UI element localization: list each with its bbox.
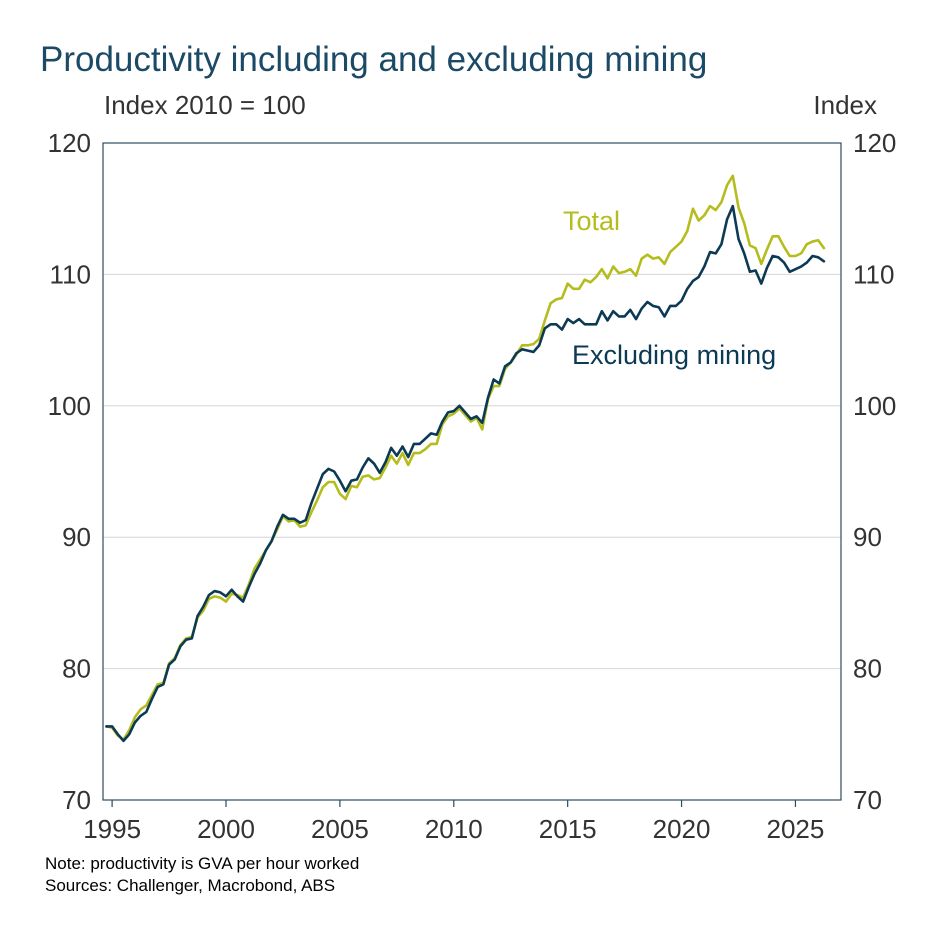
series-annotations: Total Excluding mining	[563, 206, 776, 370]
x-axis: 1995 2000 2005 2010 2015 2020 2025	[83, 800, 824, 844]
series-line-total	[106, 176, 824, 740]
chart-sources: Sources: Challenger, Macrobond, ABS	[45, 876, 335, 896]
x-tick-label: 1995	[83, 814, 141, 844]
plot-frame	[103, 143, 841, 800]
x-tick-label: 2010	[425, 814, 483, 844]
x-tick-label: 2025	[767, 814, 825, 844]
y-tick-labels-left: 70 80 90 100 110 120	[48, 128, 91, 815]
series-label-excluding-mining: Excluding mining	[572, 340, 776, 370]
y-tick-label-right: 80	[853, 654, 882, 684]
y-tick-label-left: 100	[48, 391, 91, 421]
y-tick-label-left: 120	[48, 128, 91, 158]
y-tick-label-left: 70	[62, 785, 91, 815]
x-tick-label: 2020	[653, 814, 711, 844]
y-tick-labels-right: 70 80 90 100 110 120	[853, 128, 896, 815]
y-tick-label-left: 110	[50, 259, 91, 289]
x-tick-label: 2015	[539, 814, 597, 844]
y-tick-label-right: 90	[853, 522, 882, 552]
x-tick-label: 2000	[197, 814, 255, 844]
chart-note: Note: productivity is GVA per hour worke…	[45, 854, 359, 874]
y-tick-label-left: 90	[62, 522, 91, 552]
series-line-excluding-mining	[106, 206, 824, 741]
y-tick-label-right: 120	[853, 128, 896, 158]
y-tick-label-right: 100	[853, 391, 896, 421]
series-lines	[106, 176, 824, 741]
y-tick-label-right: 70	[853, 785, 882, 815]
y-tick-label-right: 110	[853, 259, 894, 289]
grid-lines	[103, 274, 841, 668]
plot-border	[103, 143, 841, 800]
y-tick-label-left: 80	[62, 654, 91, 684]
series-label-total: Total	[563, 206, 620, 236]
x-tick-label: 2005	[311, 814, 369, 844]
